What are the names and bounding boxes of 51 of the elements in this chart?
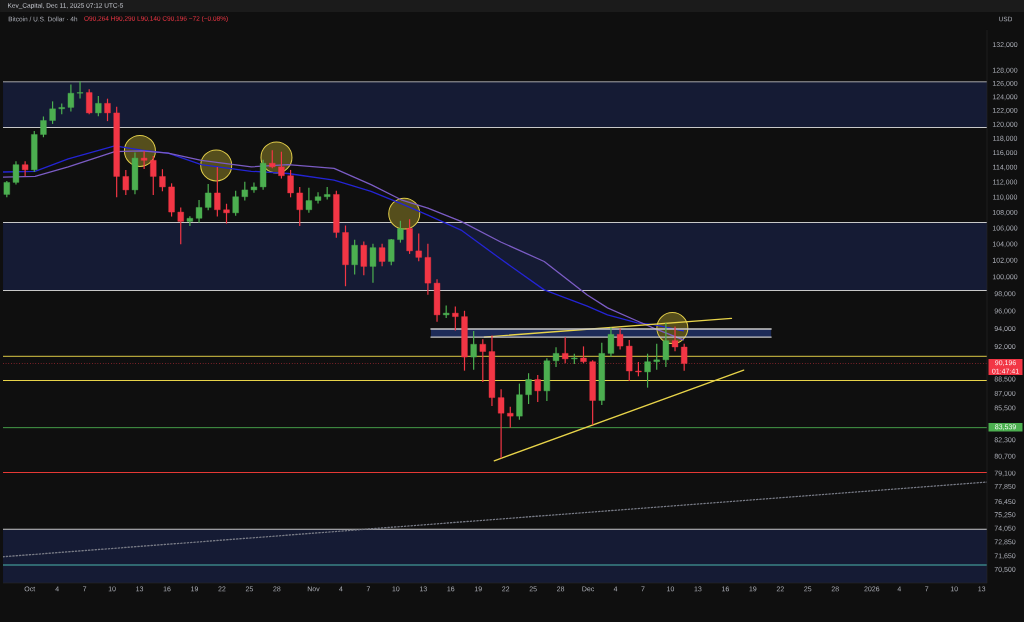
candlestick: [351, 239, 358, 275]
candlestick: [644, 353, 651, 388]
candlestick: [287, 169, 294, 198]
candlestick: [76, 81, 84, 99]
candlestick: [86, 89, 93, 115]
candlestick: [49, 101, 56, 124]
candlestick: [250, 182, 258, 193]
candlestick: [296, 187, 303, 226]
candlestick: [470, 331, 477, 370]
candlestick: [140, 151, 148, 169]
candlestick: [214, 167, 221, 217]
candlestick: [150, 156, 157, 196]
candlestick: [67, 84, 75, 112]
candlestick: [534, 375, 541, 403]
candlestick: [177, 207, 184, 245]
candlestick: [104, 98, 111, 122]
candlestick: [616, 328, 624, 350]
candlestick: [653, 343, 660, 370]
candlestick: [452, 306, 459, 331]
candlestick: [22, 161, 29, 177]
candlestick: [278, 151, 285, 179]
candlestick: [305, 187, 313, 213]
candlestick: [259, 159, 267, 190]
candlestick: [122, 169, 129, 196]
candlestick: [388, 239, 395, 266]
candlestick: [159, 169, 166, 192]
candlestick: [406, 219, 413, 254]
point: [388, 197, 421, 230]
candlestick: [479, 339, 486, 382]
candlestick: [314, 192, 322, 204]
candlestick: [516, 383, 523, 420]
candlestick: [232, 190, 239, 216]
candlestick: [552, 347, 560, 367]
candlestick: [12, 161, 20, 185]
candlestick: [186, 216, 194, 226]
candlestick: [369, 243, 377, 283]
candlestick: [223, 203, 230, 224]
candlestick: [662, 323, 669, 367]
candlestick: [607, 327, 615, 357]
candlestick: [95, 95, 102, 117]
candlestick: [195, 199, 203, 223]
candlestick: [671, 326, 679, 352]
candlestick: [360, 241, 367, 276]
candlestick: [378, 243, 386, 267]
candlestick: [397, 220, 404, 243]
candlestick: [497, 389, 505, 459]
candlestick: [205, 184, 212, 211]
candlestick: [415, 233, 422, 262]
candlestick: [40, 116, 47, 138]
candlestick: [525, 373, 532, 405]
candlestick: [507, 406, 514, 428]
